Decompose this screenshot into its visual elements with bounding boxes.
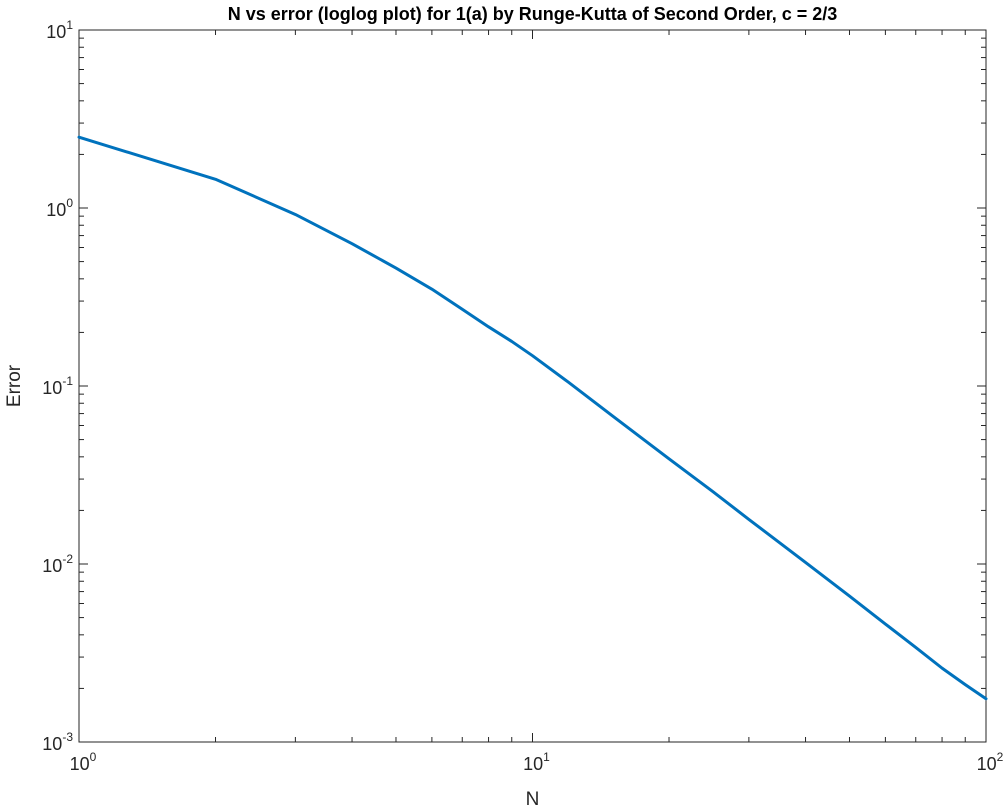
y-tick-label: 10-2 — [42, 552, 73, 576]
y-tick-label: 10-3 — [42, 730, 73, 754]
axis-ticks — [78, 29, 987, 743]
x-tick-label: 101 — [523, 750, 550, 774]
x-tick-label: 102 — [977, 750, 1004, 774]
x-axis-label: N — [526, 789, 540, 810]
plot-area — [78, 29, 987, 743]
y-axis-label: Error — [4, 364, 25, 407]
tick-labels: 100 101 102 10-3 10-2 10-1 100 101 — [42, 18, 1003, 774]
x-tick-label: 100 — [70, 750, 97, 774]
y-tick-label: 100 — [46, 196, 73, 220]
chart-title: N vs error (loglog plot) for 1(a) by Run… — [228, 4, 838, 24]
y-tick-label: 101 — [46, 18, 73, 42]
series-line — [77, 135, 988, 701]
y-tick-label: 10-1 — [42, 374, 73, 398]
